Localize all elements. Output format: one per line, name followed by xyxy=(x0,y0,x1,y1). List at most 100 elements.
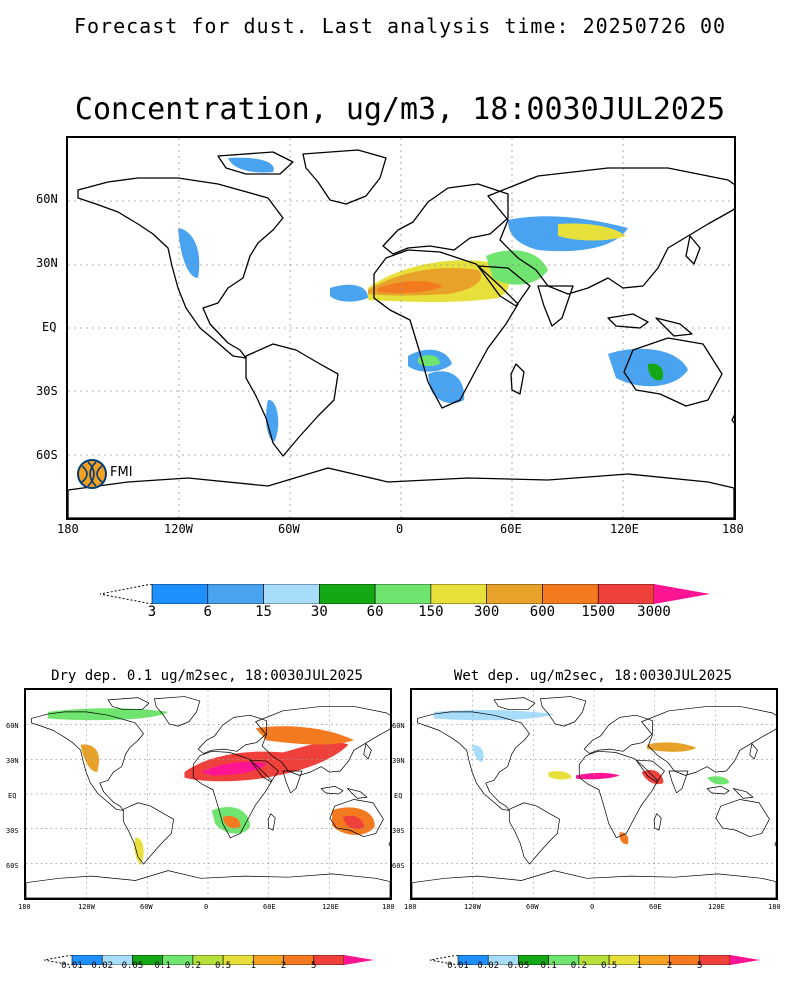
colorbar-tick-label: 3000 xyxy=(637,604,671,620)
dry-lon-label: 120W xyxy=(78,903,95,911)
dry-lon-label: 60E xyxy=(263,903,276,911)
wet-lon-label: 180 xyxy=(404,903,417,911)
dry-dep-map xyxy=(24,688,392,900)
colorbar-swatch xyxy=(597,583,655,605)
colorbar-tick-label: 1 xyxy=(636,961,643,971)
colorbar-tick-label: 15 xyxy=(255,604,272,620)
concentration-colorbar-svg xyxy=(99,583,710,605)
concentration-dust-field xyxy=(178,157,688,442)
colorbar-tick-label: 300 xyxy=(474,604,500,620)
main-lat-label: 30S xyxy=(36,384,58,398)
concentration-map xyxy=(66,136,736,520)
wet-lat-label: 60N xyxy=(392,722,405,730)
main-lat-label: 60N xyxy=(36,192,58,206)
wet-dep-colorbar-labels: 0.01 0.02 0.05 0.1 0.2 0.5 1 2 5 xyxy=(0,961,800,973)
dry-dep-colorbar-svg xyxy=(43,954,374,966)
dry-dep-field xyxy=(47,708,375,866)
colorbar-tick-label: 6 xyxy=(203,604,212,620)
wet-dep-map-title: Wet dep. ug/m2sec, 18:0030JUL2025 xyxy=(453,668,733,684)
wet-lon-label: 0 xyxy=(590,903,595,911)
colorbar-swatch xyxy=(542,583,599,605)
main-lon-label: 60W xyxy=(278,522,300,536)
wet-lat-label: EQ xyxy=(394,792,403,800)
wet-lat-label: 30N xyxy=(392,757,405,765)
colorbar-tick-label: 30 xyxy=(310,604,328,620)
forecast-header: Forecast for dust. Last analysis time: 2… xyxy=(73,14,727,38)
colorbar-under-triangle xyxy=(43,954,73,966)
wet-lon-label: 120E xyxy=(708,903,725,911)
concentration-colorbar xyxy=(99,583,710,605)
wet-lat-label: 60S xyxy=(392,862,405,870)
main-lat-label: 30N xyxy=(36,256,58,270)
fmi-logo-text: FMI xyxy=(110,465,133,480)
colorbar-tick-label: 0.02 xyxy=(477,961,500,971)
dry-lat-label: EQ xyxy=(8,792,17,800)
colorbar-tick-label: 0.1 xyxy=(540,961,557,971)
colorbar-tick-label: 600 xyxy=(529,604,556,620)
colorbar-tick-label: 150 xyxy=(418,604,444,620)
dry-dep-colorbar xyxy=(43,950,374,966)
colorbar-tick-label: 3 xyxy=(147,604,157,620)
concentration-colorbar-labels: 3 6 15 30 60 150 300 600 1500 3000 xyxy=(0,604,800,624)
dry-lon-label: 120E xyxy=(322,903,339,911)
colorbar-tick-label: 0.5 xyxy=(600,961,618,971)
wet-dep-map xyxy=(410,688,778,900)
main-lon-label: 180 xyxy=(57,522,79,536)
colorbar-tick-label: 60 xyxy=(366,604,384,620)
wet-lat-label: 30S xyxy=(392,827,405,835)
dry-lat-label: 60N xyxy=(6,722,19,730)
colorbar-tick-label: 0.05 xyxy=(121,961,144,971)
colorbar-swatch xyxy=(319,583,376,605)
wet-dep-grid xyxy=(412,690,776,898)
wet-lon-label: 60W xyxy=(526,903,539,911)
dry-lat-label: 30S xyxy=(6,827,19,835)
dry-lon-label: 180 xyxy=(382,903,395,911)
dry-dep-grid xyxy=(26,690,390,898)
concentration-map-title: Concentration, ug/m3, 18:0030JUL2025 xyxy=(74,92,726,127)
colorbar-swatch xyxy=(374,583,432,605)
dry-lon-label: 180 xyxy=(18,903,31,911)
colorbar-swatch xyxy=(430,583,487,605)
main-lon-label: 120W xyxy=(164,522,193,536)
main-lon-label: 180 xyxy=(722,522,744,536)
main-lon-label: 120E xyxy=(610,522,639,536)
colorbar-tick-label: 5 xyxy=(697,961,703,971)
colorbar-tick-label: 1500 xyxy=(581,604,616,620)
dry-lat-label: 60S xyxy=(6,862,19,870)
colorbar-under-triangle xyxy=(429,954,459,966)
wet-dep-colorbar xyxy=(429,950,760,966)
wet-dep-map-canvas xyxy=(412,690,776,898)
wet-dep-field xyxy=(433,709,729,845)
wet-lon-label: 120W xyxy=(464,903,481,911)
colorbar-tick-label: 5 xyxy=(311,961,317,971)
colorbar-over-arrow xyxy=(654,584,710,604)
colorbar-tick-label: 2 xyxy=(666,961,673,971)
colorbar-tick-label: 0.5 xyxy=(214,961,232,971)
dry-lat-label: 30N xyxy=(6,757,19,765)
colorbar-tick-label: 2 xyxy=(280,961,287,971)
colorbar-tick-label: 1 xyxy=(250,961,257,971)
colorbar-tick-label: 0.05 xyxy=(507,961,530,971)
colorbar-swatch xyxy=(263,583,320,605)
main-lon-label: 0 xyxy=(396,522,404,536)
colorbar-swatch xyxy=(207,583,264,605)
colorbar-tick-label: 0.01 xyxy=(447,961,469,971)
colorbar-tick-label: 0.02 xyxy=(91,961,114,971)
wet-lon-label: 180 xyxy=(768,903,781,911)
wet-dep-colorbar-svg xyxy=(429,954,760,966)
dry-dep-map-title: Dry dep. 0.1 ug/m2sec, 18:0030JUL2025 xyxy=(51,668,363,684)
colorbar-tick-label: 0.01 xyxy=(61,961,83,971)
wet-lon-label: 60E xyxy=(649,903,662,911)
colorbar-over-arrow xyxy=(730,955,760,965)
main-lat-label: 60S xyxy=(36,448,58,462)
dry-dep-colorbar-labels: 0.01 0.02 0.05 0.1 0.2 0.5 1 2 5 xyxy=(0,961,400,973)
colorbar-tick-label: 0.1 xyxy=(154,961,171,971)
colorbar-tick-label: 0.2 xyxy=(570,961,587,971)
colorbar-over-arrow xyxy=(344,955,374,965)
dry-lon-label: 60W xyxy=(140,903,153,911)
dry-dep-map-canvas xyxy=(26,690,390,898)
colorbar-tick-label: 0.2 xyxy=(184,961,201,971)
colorbar-under-triangle xyxy=(99,583,153,605)
colorbar-swatch xyxy=(486,583,543,605)
colorbar-swatch xyxy=(151,583,209,605)
